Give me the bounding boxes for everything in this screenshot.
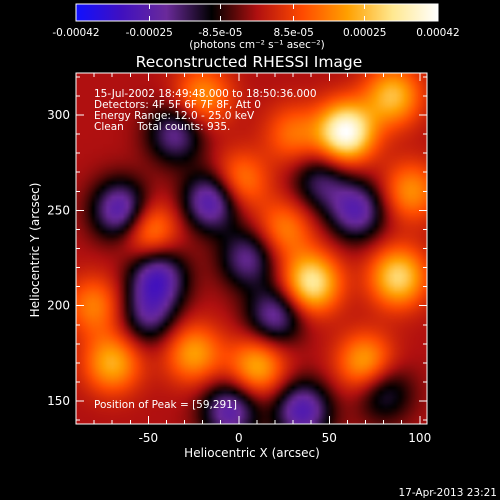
annotation-detectors: Detectors: 4F 5F 6F 7F 8F, Att 0 [94,99,261,111]
annotation-clean-counts: Clean Total counts: 935. [94,121,230,133]
chart-title: Reconstructed RHESSI Image [136,53,363,71]
annotations: 15-Jul-2002 18:49:48.000 to 18:50:36.000… [94,88,317,411]
footer-timestamp: 17-Apr-2013 23:21 [398,487,497,499]
colorbar: -0.00042 -0.00025 -8.5e-05 8.5e-05 0.00025 0.… [52,3,460,51]
x-tick-label: -50 [139,431,159,445]
colorbar-gradient [76,4,438,21]
y-tick-label: 300 [47,108,70,122]
plot-axes: -50 0 50 100 150 200 250 300 [47,73,431,445]
x-tick-label: 50 [322,431,337,445]
annotation-energy-range: Energy Range: 12.0 - 25.0 keV [94,110,255,122]
y-tick-label: 250 [47,203,70,217]
colorbar-ticks: -0.00042 -0.00025 -8.5e-05 8.5e-05 0.00025 0.… [52,4,460,39]
y-axis-label: Heliocentric Y (arcsec) [28,183,42,318]
colorbar-frame [75,3,439,22]
heatmap-plot: -50 0 50 100 150 200 250 300 [47,72,431,445]
heatmap-image [76,73,427,424]
colorbar-tick-label: -0.00025 [126,27,173,39]
colorbar-units-label: (photons cm⁻² s⁻¹ asec⁻²) [189,39,324,51]
x-tick-label: 100 [408,431,431,445]
colorbar-tick-label: 8.5e-05 [273,27,313,39]
x-axis-label: Heliocentric X (arcsec) [184,446,320,460]
annotation-time-range: 15-Jul-2002 18:49:48.000 to 18:50:36.000 [94,88,317,100]
y-tick-label: 200 [47,299,70,313]
y-tick-label: 150 [47,394,70,408]
x-tick-label: 0 [235,431,243,445]
colorbar-tick-label: 0.00042 [416,27,459,39]
colorbar-tick-label: 0.00025 [343,27,386,39]
colorbar-tick-label: -0.00042 [52,27,99,39]
peak-position-label: Position of Peak = [59,291] [94,399,237,411]
colorbar-tick-label: -8.5e-05 [198,27,242,39]
